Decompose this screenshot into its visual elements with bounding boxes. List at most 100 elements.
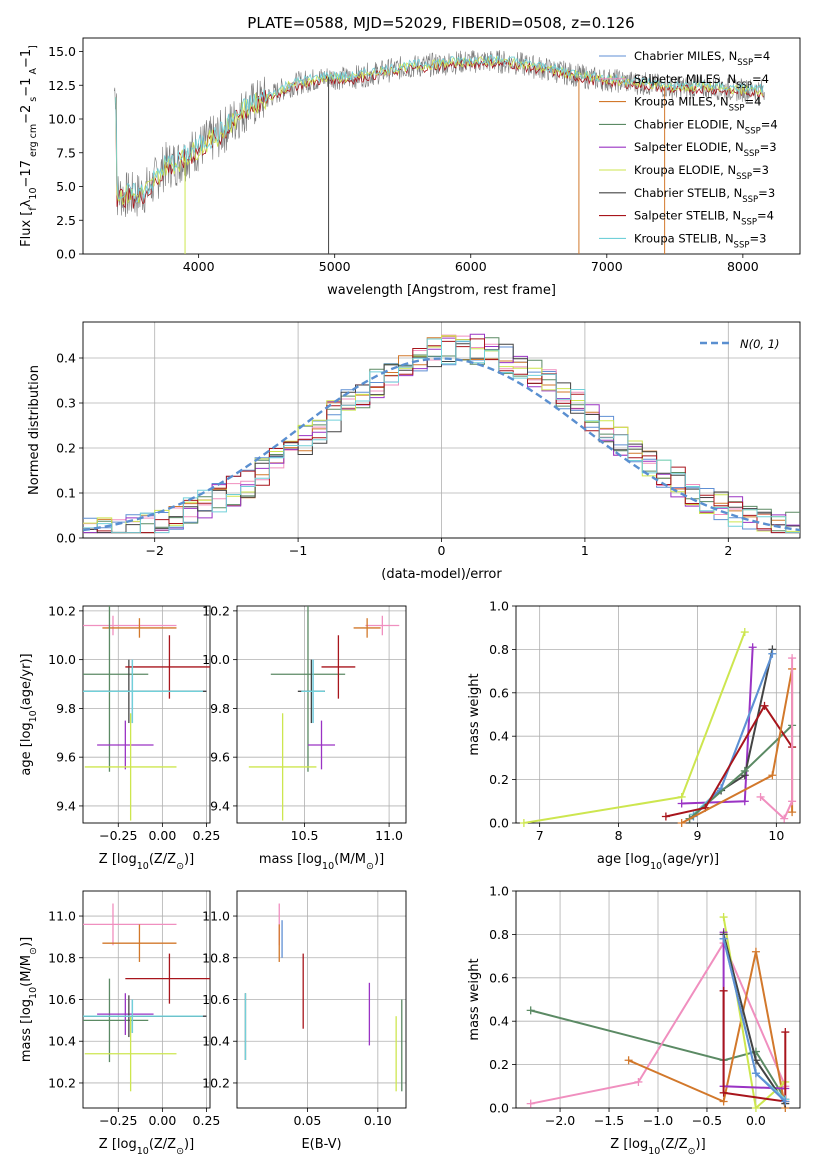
series-line: [530, 940, 787, 1105]
x-axis-label-part: age [log: [597, 852, 650, 867]
y-axis-label-part: −17: [19, 160, 34, 187]
y-tick-label: 9.8: [56, 701, 76, 716]
y-tick-label: 0.8: [489, 642, 509, 657]
axes-frame: [236, 605, 407, 824]
y-tick-label: 0.8: [489, 927, 509, 942]
normal-distribution-curve: [83, 357, 800, 532]
legend-nssp: 4: [767, 209, 774, 223]
legend-label: Chabrier STELIB: [634, 186, 726, 200]
x-tick-label: −1.5: [594, 1113, 624, 1128]
series-line: [665, 703, 793, 818]
x-tick-label: 5000: [319, 259, 351, 274]
y-tick-label: 10.4: [48, 1034, 76, 1049]
legend-label: Chabrier ELODIE: [634, 117, 729, 131]
y-tick-label: 10.6: [202, 992, 230, 1007]
y-tick-label: 0.6: [489, 685, 509, 700]
model-spectrum-line: [115, 54, 764, 203]
y-axis-label: mass [log10(M/M⊙)]: [19, 937, 39, 1062]
data-point-marker: [768, 771, 777, 780]
y-tick-label: 9.4: [56, 798, 76, 813]
y-axis-label: age [log10(age/yr)]: [19, 653, 39, 775]
legend-sep: ,: [729, 117, 736, 131]
legend-entry: Salpeter MILES, NSSP=4: [634, 72, 769, 91]
legend-entry: Salpeter STELIB, NSSP=4: [634, 209, 774, 228]
residuals-panel: −2 −1 0 1 2 0.0 0.1 0.2 0.3 0.4 (data-model)/error…: [27, 321, 801, 582]
x-axis-label-part: mass [log: [259, 852, 322, 867]
legend-eq: =: [752, 72, 762, 86]
legend-eq: =: [757, 209, 767, 223]
y-axis-label-part: 10: [28, 187, 39, 199]
y-tick-label: 9.8: [210, 701, 230, 716]
massweight-vs-metallicity-panel: −2.0 −1.5 −1.0 −0.5 0.0 0.0 0.2 0.4 0.6 0.8 1.0 Z […: [467, 884, 801, 1157]
data-point-marker: [756, 792, 765, 801]
y-tick-label: 10.0: [202, 652, 230, 667]
legend-nssp-sub: SSP: [736, 172, 752, 182]
legend-eq: =: [753, 49, 763, 63]
data-point-marker: [751, 947, 760, 956]
series-line: [628, 951, 787, 1108]
legend-nssp-prefix: N: [734, 186, 743, 200]
y-tick-label: 2.5: [56, 213, 76, 228]
axes-frame: [82, 605, 211, 824]
y-tick-label: 0.0: [489, 1101, 509, 1116]
legend-eq: =: [758, 186, 768, 200]
series-line: [523, 631, 746, 823]
x-tick-label: −1.0: [643, 1113, 673, 1128]
data-point-marker: [677, 799, 686, 808]
x-axis-label-part: (Z/Z: [660, 1137, 687, 1152]
data-point-marker: [740, 797, 749, 806]
x-tick-label: 7: [536, 828, 544, 843]
x-tick-label: 9: [693, 828, 701, 843]
x-tick-label: −2: [145, 543, 163, 558]
data-point-marker: [719, 934, 728, 943]
x-tick-label: −1: [289, 543, 307, 558]
y-tick-label: 10.0: [48, 652, 76, 667]
data-point-marker: [719, 913, 728, 922]
x-axis-label: age [log10(age/yr)]: [597, 852, 719, 872]
x-axis-label-part: (Z/Z: [149, 1137, 176, 1152]
y-tick-label: 1.0: [489, 599, 509, 614]
x-tick-label: 8000: [727, 259, 759, 274]
x-tick-label: 0.05: [293, 1113, 321, 1128]
y-tick-label: 0.1: [56, 486, 76, 501]
x-axis-label-part: 10: [137, 1146, 149, 1157]
y-axis-label-part: λ: [19, 199, 34, 207]
x-axis-label-part: Z [log: [610, 1137, 648, 1152]
legend-sep: ,: [720, 72, 727, 86]
x-axis-label: Z [log10(Z/Z⊙)]: [99, 1137, 194, 1157]
model-spectrum-line: [115, 55, 764, 206]
legend-label: N(0, 1): [740, 337, 780, 351]
y-axis-label-part: s: [28, 97, 39, 105]
x-tick-label: 8: [615, 828, 623, 843]
observed-spectrum-line: [114, 50, 765, 218]
y-axis-label-part: 10: [28, 987, 39, 999]
data-point-marker: [751, 1069, 760, 1078]
x-tick-label: 0.00: [148, 1113, 176, 1128]
figure-title: PLATE=0588, MJD=52029, FIBERID=0508, z=0…: [247, 14, 634, 32]
x-tick-label: 2: [724, 543, 732, 558]
x-tick-label: 0.25: [193, 828, 221, 843]
legend-sep: ,: [720, 163, 727, 177]
x-axis-label-part: Z [log: [99, 852, 137, 867]
axes-frame: [82, 321, 801, 539]
x-axis-label-part: 10: [648, 1146, 660, 1157]
y-axis-label-part: mass [log: [19, 999, 34, 1062]
data-point-marker: [788, 808, 797, 817]
y-tick-label: 0.0: [56, 531, 76, 546]
y-tick-label: 10.0: [48, 112, 76, 127]
x-axis-label-part: ⊙: [176, 1146, 184, 1157]
x-axis-label-part: (M/M: [334, 852, 366, 867]
legend-nssp-prefix: N: [735, 140, 744, 154]
legend-nssp: 4: [763, 49, 770, 63]
x-axis-label: wavelength [Angstrom, rest frame]: [327, 283, 556, 298]
legend-nssp-sub: SSP: [729, 104, 745, 114]
x-tick-label: 0: [438, 543, 446, 558]
data-point-marker: [781, 1028, 790, 1037]
y-axis-label-part: Flux [: [19, 211, 34, 247]
legend-nssp: 3: [769, 140, 776, 154]
y-tick-label: 0.6: [489, 970, 509, 985]
y-tick-label: 11.0: [202, 909, 230, 924]
x-tick-label: 10: [768, 828, 784, 843]
x-axis-label-part: ⊙: [688, 1146, 696, 1157]
